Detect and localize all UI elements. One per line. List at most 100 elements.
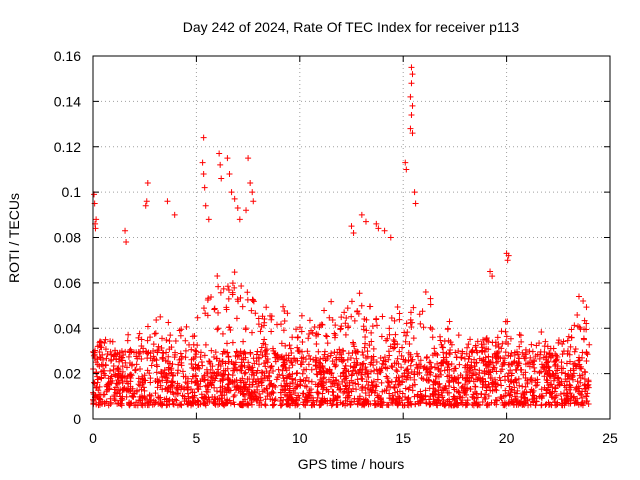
data-point: [214, 326, 221, 333]
data-point: [201, 184, 208, 191]
data-point: [129, 385, 136, 392]
data-point: [251, 360, 258, 367]
data-point: [215, 325, 222, 332]
data-point: [121, 385, 128, 392]
data-point: [436, 380, 443, 387]
data-point: [401, 370, 408, 377]
data-point: [168, 382, 175, 389]
data-point: [194, 342, 201, 349]
data-point: [367, 400, 374, 407]
data-point: [374, 370, 381, 377]
data-point: [392, 331, 399, 338]
data-point: [228, 358, 235, 365]
data-point: [488, 374, 495, 381]
data-point: [336, 346, 343, 353]
data-point: [446, 349, 453, 356]
data-point: [194, 385, 201, 392]
data-point: [182, 354, 189, 361]
data-point: [524, 380, 531, 387]
data-point: [426, 396, 433, 403]
data-point: [401, 402, 408, 409]
data-point: [218, 175, 225, 182]
data-point: [157, 394, 164, 401]
data-point: [283, 352, 290, 359]
data-point: [153, 361, 160, 368]
data-point: [262, 347, 269, 354]
data-point: [136, 330, 143, 337]
data-point: [287, 345, 294, 352]
data-point: [292, 402, 299, 409]
data-point: [576, 372, 583, 379]
data-point: [446, 318, 453, 325]
data-point: [437, 368, 444, 375]
data-point: [303, 366, 310, 373]
data-point: [230, 379, 237, 386]
y-tick-label: 0.08: [54, 230, 81, 246]
data-point: [144, 180, 151, 187]
data-point: [127, 346, 134, 353]
data-point: [371, 367, 378, 374]
data-point: [178, 386, 185, 393]
data-point: [409, 130, 416, 137]
data-point: [321, 348, 328, 355]
data-point: [358, 302, 365, 309]
data-point: [308, 378, 315, 385]
data-point: [338, 314, 345, 321]
data-point: [307, 389, 314, 396]
data-point: [205, 295, 212, 302]
data-point: [544, 359, 551, 366]
data-point: [184, 401, 191, 408]
data-point: [289, 370, 296, 377]
data-point: [250, 298, 257, 305]
data-point: [406, 341, 413, 348]
data-point: [493, 381, 500, 388]
data-point: [409, 356, 416, 363]
data-point: [208, 374, 215, 381]
data-point: [181, 393, 188, 400]
data-point: [511, 351, 518, 358]
data-point: [178, 401, 185, 408]
data-point: [159, 349, 166, 356]
data-point: [224, 283, 231, 290]
data-point: [122, 227, 129, 234]
data-point: [303, 374, 310, 381]
data-point: [215, 283, 222, 290]
data-point: [506, 383, 513, 390]
data-point: [110, 366, 117, 373]
data-point: [197, 349, 204, 356]
data-point: [163, 395, 170, 402]
data-point: [505, 340, 512, 347]
data-point: [182, 337, 189, 344]
data-point: [189, 394, 196, 401]
data-point: [293, 383, 300, 390]
data-point: [524, 396, 531, 403]
data-point: [441, 367, 448, 374]
data-point: [473, 359, 480, 366]
data-point: [270, 382, 277, 389]
data-point: [433, 373, 440, 380]
data-point: [348, 298, 355, 305]
data-point: [289, 362, 296, 369]
data-point: [566, 375, 573, 382]
data-point: [317, 360, 324, 367]
data-point: [470, 378, 477, 385]
data-point: [213, 355, 220, 362]
data-point: [532, 382, 539, 389]
data-point: [254, 367, 261, 374]
data-point: [380, 357, 387, 364]
data-point: [337, 326, 344, 333]
data-point: [586, 341, 593, 348]
y-tick-label: 0.1: [62, 184, 82, 200]
data-point: [207, 366, 214, 373]
data-point: [313, 366, 320, 373]
data-point: [465, 341, 472, 348]
data-point: [203, 394, 210, 401]
data-point: [95, 387, 102, 394]
data-point: [246, 390, 253, 397]
data-point: [525, 402, 532, 409]
data-point: [391, 360, 398, 367]
data-point: [260, 340, 267, 347]
data-point: [213, 388, 220, 395]
data-point: [261, 322, 268, 329]
data-point: [172, 337, 179, 344]
